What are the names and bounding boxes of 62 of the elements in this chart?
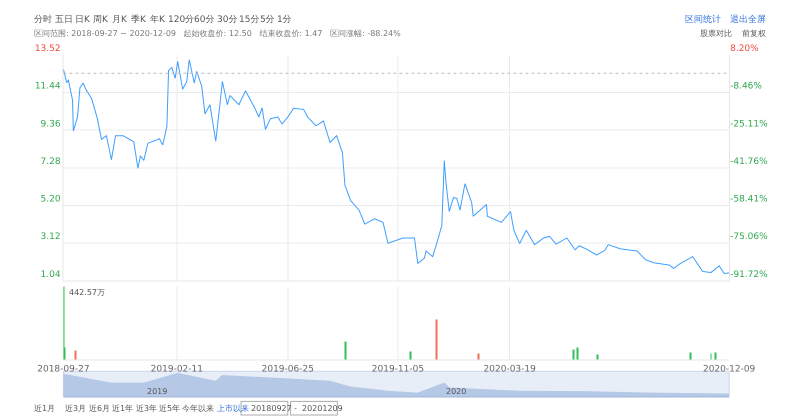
text: 近3年 (136, 404, 158, 413)
annotation: 2019 (147, 387, 168, 396)
y2-tick-label: -25.11% (730, 119, 768, 130)
text: 15分 (239, 14, 260, 25)
text: 20201209 (302, 404, 343, 413)
bar (596, 354, 598, 360)
text: 区间范围: 2018-09-27 ~ 2020-12-09 起始收盘价: 12.50 结束收盘价: 1.47 区间涨幅: -88.24% (34, 29, 402, 38)
text: 120分 (168, 14, 194, 25)
text: 前复权 (742, 29, 766, 38)
bar (344, 342, 346, 360)
text: 月K (112, 15, 128, 25)
bar (572, 350, 574, 360)
text: 近1年 (112, 404, 134, 413)
annotation: 2020 (446, 387, 466, 396)
x-tick-label: 2020-03-19 (484, 364, 536, 374)
text: 季K (131, 14, 147, 25)
text: 近3月 (65, 404, 86, 413)
text: 5分 (260, 14, 275, 25)
y-tick-label: 3.12 (40, 232, 61, 242)
text: 今年以来 (182, 404, 214, 413)
text: 周K (93, 14, 109, 25)
bar (409, 352, 412, 360)
text: 五日 (55, 15, 73, 25)
y2-tick-label: -8.46% (730, 82, 762, 92)
text: 1分 (277, 14, 292, 25)
bar (689, 352, 692, 360)
y2-tick-label: -91.72% (730, 270, 768, 280)
x-tick-label: 2019-11-05 (372, 364, 424, 374)
text: 30分 (217, 14, 238, 25)
text: 区间统计 (685, 14, 721, 25)
y2-tick-label: -58.41% (730, 194, 768, 205)
text: 近5年 (159, 404, 180, 413)
y2-tick-label: 8.20% (730, 44, 760, 54)
text: 60分 (194, 14, 214, 25)
text: 股票对比 (700, 29, 732, 38)
text: 近6月 (89, 404, 110, 413)
bar (435, 320, 438, 360)
text: 20180927 (251, 404, 292, 413)
bar (576, 348, 578, 360)
bar (74, 350, 76, 360)
annotation: 442.57万 (69, 288, 105, 297)
x-tick-label: 2019-02-11 (150, 364, 203, 374)
y-tick-label: 13.52 (34, 44, 61, 54)
bar (477, 354, 480, 360)
x-tick-label: 2019-06-25 (262, 364, 314, 374)
text: 上市以来 (217, 404, 249, 413)
text: 日K (75, 15, 91, 25)
text: - (294, 404, 297, 413)
y-tick-label: 7.28 (40, 156, 61, 167)
y-tick-label: 5.20 (40, 194, 61, 205)
bar (714, 352, 716, 360)
x-tick-label: 2020-12-09 (702, 364, 756, 374)
text: 退出全屏 (730, 14, 766, 25)
text: 年K (150, 14, 166, 25)
text: 分时 (34, 14, 52, 25)
y-tick-label: 1.04 (40, 270, 61, 280)
x-tick-label: 2018-09-27 (37, 364, 90, 374)
y2-tick-label: -41.76% (730, 156, 768, 167)
y-tick-label: 9.36 (40, 119, 61, 130)
y2-tick-label: -75.06% (730, 232, 768, 242)
text: 近1月 (34, 404, 56, 413)
y-tick-label: 11.44 (34, 82, 61, 92)
